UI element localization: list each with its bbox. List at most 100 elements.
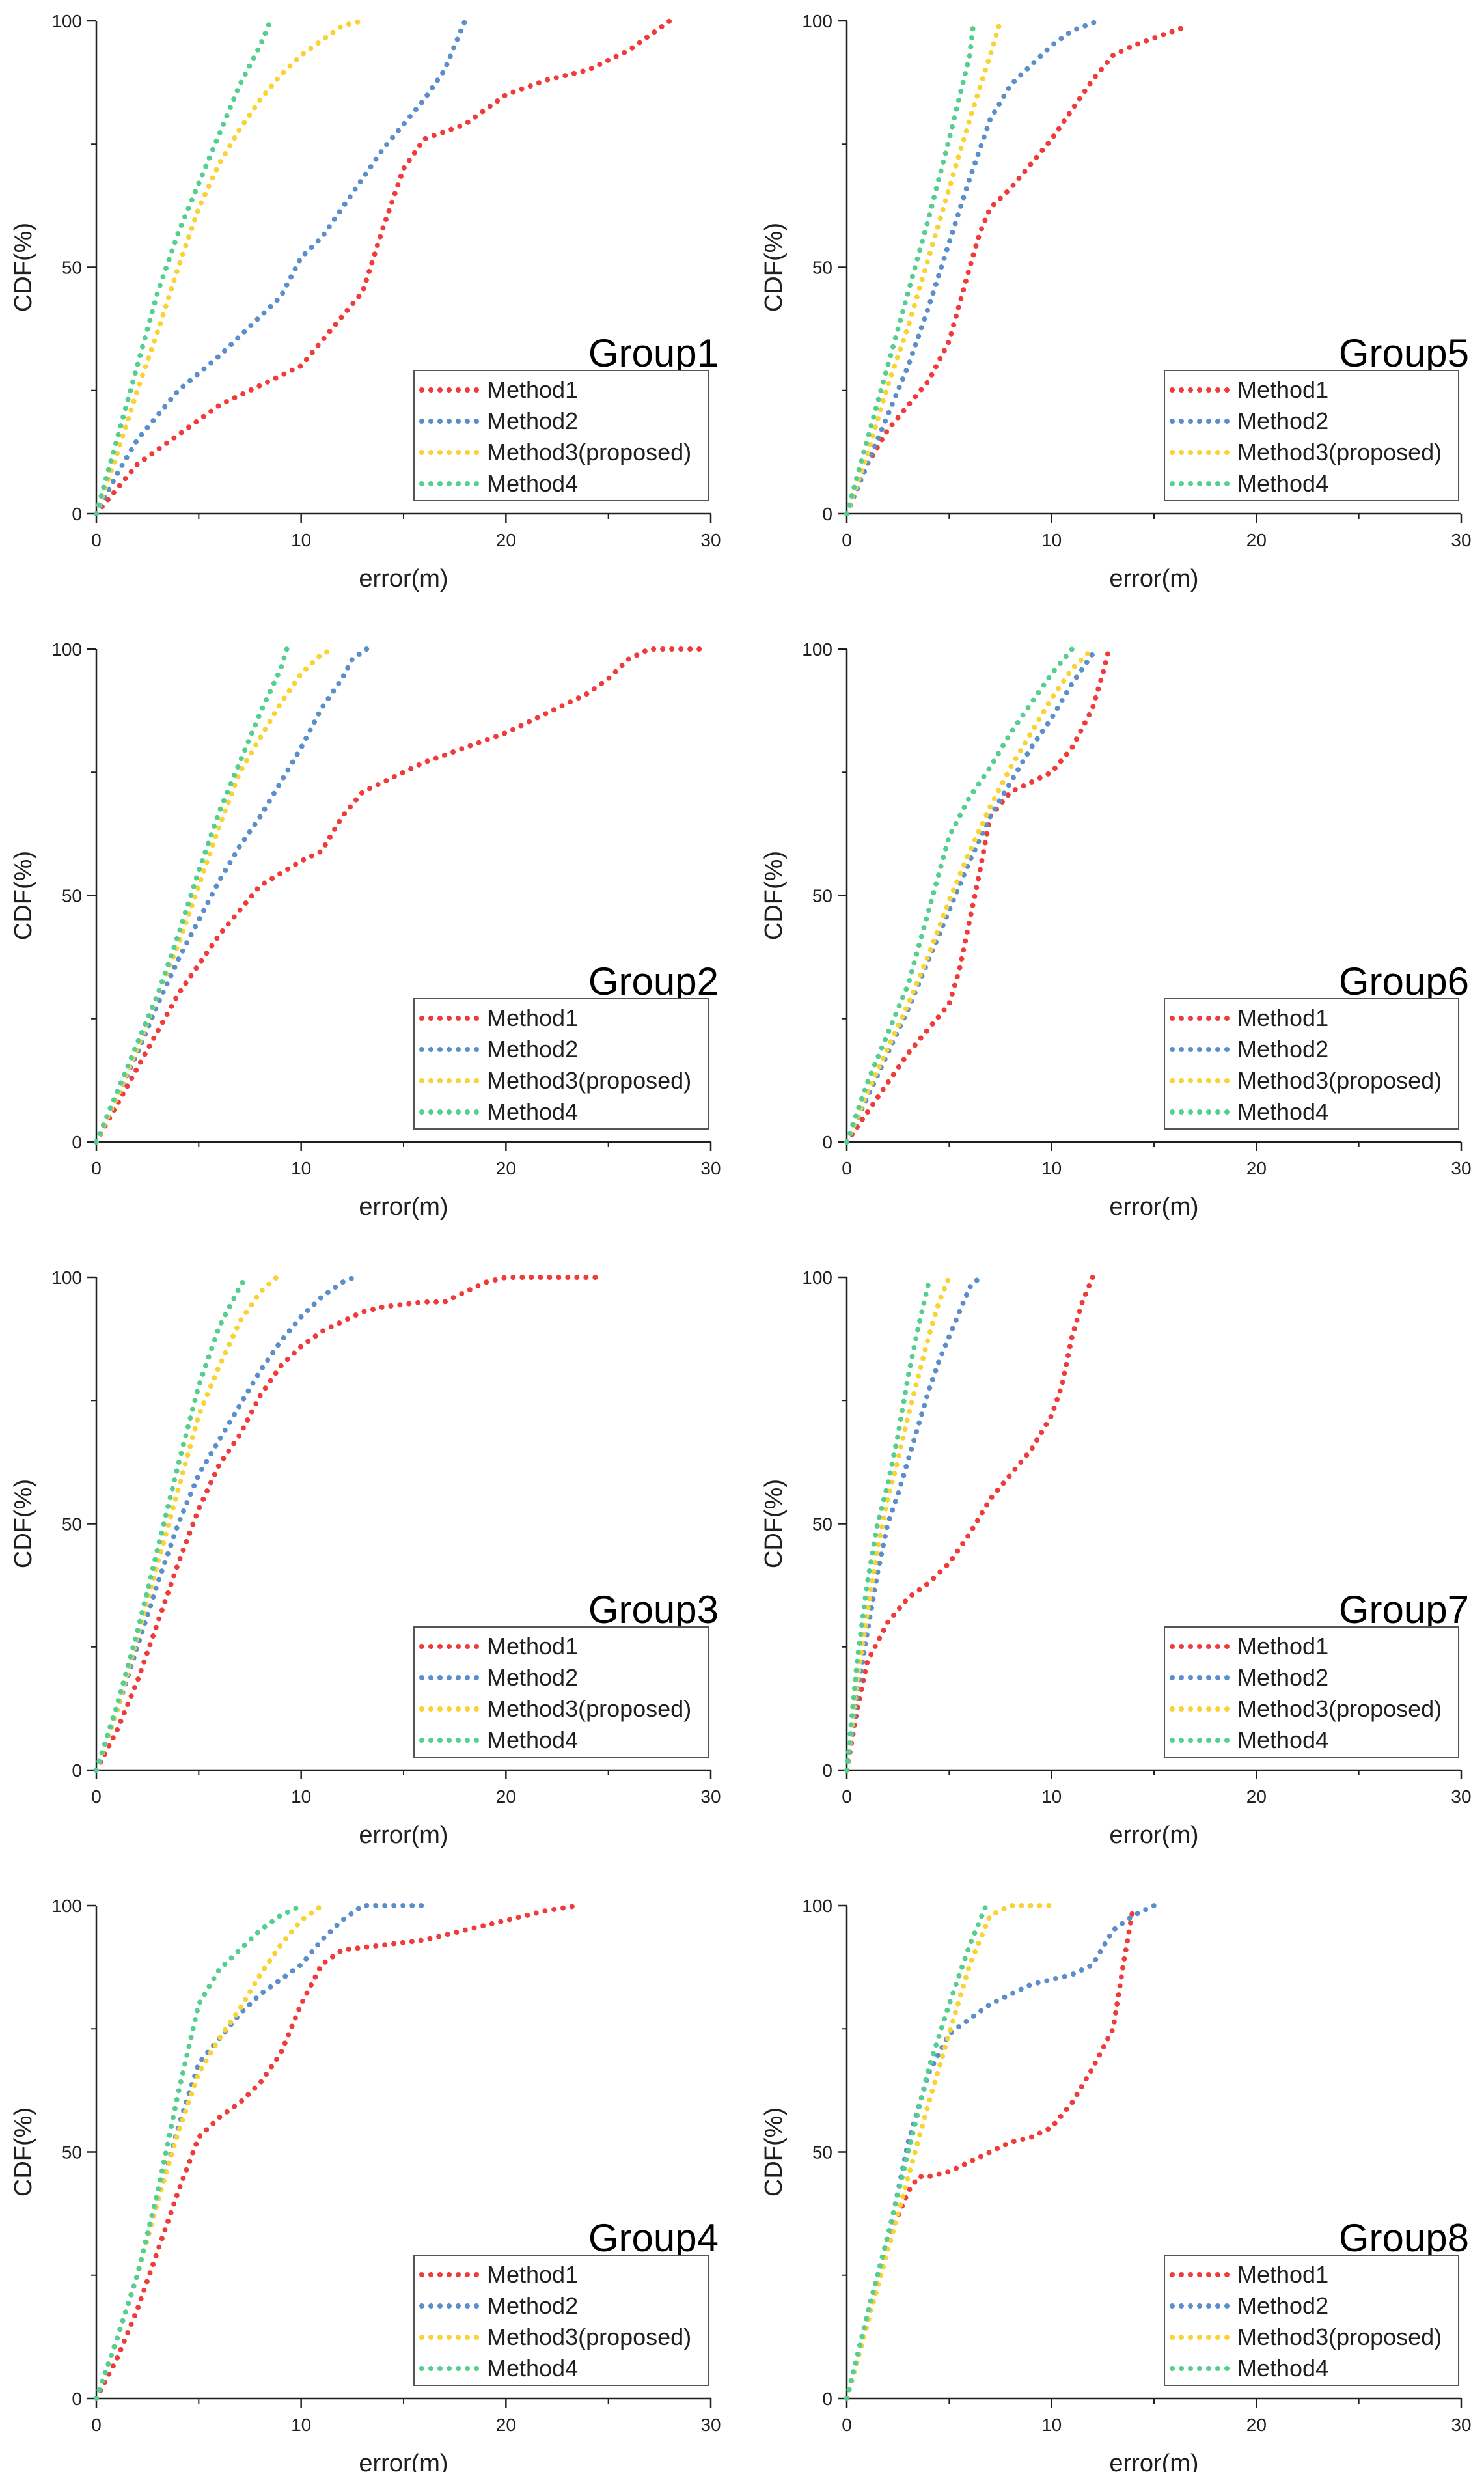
- series-method4-line: [844, 1279, 931, 1773]
- series-method3-proposed--line: [844, 646, 1095, 1145]
- group-title: Group1: [588, 331, 719, 375]
- series-method2-line: [844, 1275, 983, 1773]
- x-tick-label: 10: [1041, 1158, 1062, 1178]
- x-axis-title: error(m): [1109, 1193, 1198, 1221]
- series-method3-proposed--line: [94, 18, 366, 516]
- y-tick-label: 100: [51, 11, 82, 31]
- x-tick-label: 0: [91, 530, 102, 550]
- legend-label: Method4: [1237, 1098, 1328, 1125]
- legend-label: Method1: [487, 1005, 578, 1031]
- y-tick-label: 0: [72, 1760, 82, 1781]
- y-tick-label: 100: [802, 1268, 832, 1288]
- group-title: Group5: [1339, 331, 1469, 375]
- x-axis-title: error(m): [1109, 2450, 1198, 2472]
- group-title: Group3: [588, 1588, 719, 1632]
- legend-label: Method1: [1237, 376, 1328, 403]
- y-axis-title: CDF(%): [760, 1479, 788, 1568]
- series-method2-line: [844, 18, 1101, 516]
- series-method4-line: [844, 646, 1075, 1145]
- legend-box: [413, 370, 709, 501]
- group-title: Group6: [1339, 960, 1469, 1003]
- legend: Method1 Method2 Method3(proposed) Method4: [1164, 2255, 1459, 2386]
- series-method1-line: [844, 646, 1112, 1145]
- y-tick-label: 100: [51, 1268, 82, 1288]
- x-tick-label: 20: [1246, 1786, 1267, 1807]
- legend-label: Method4: [1237, 1727, 1328, 1753]
- legend-label: Method4: [487, 2355, 578, 2382]
- legend-box: [413, 998, 709, 1130]
- x-tick-label: 10: [291, 1786, 311, 1807]
- x-axis-title: error(m): [359, 2450, 448, 2472]
- legend-label: Method2: [487, 2292, 578, 2319]
- legend-label: Method4: [1237, 2355, 1328, 2382]
- chart-panel-group2: 0 10 20 30050100error(m)CDF(%)Group2Method1…: [10, 639, 721, 1221]
- x-axis-title: error(m): [359, 565, 448, 592]
- y-tick-label: 100: [802, 1896, 832, 1916]
- y-tick-label: 0: [72, 1132, 82, 1152]
- x-tick-label: 20: [1246, 2415, 1267, 2435]
- x-tick-label: 20: [496, 2415, 516, 2435]
- x-tick-label: 20: [1246, 530, 1267, 550]
- legend: Method1 Method2 Method3(proposed) Method4: [413, 1626, 709, 1758]
- x-tick-label: 10: [291, 530, 311, 550]
- series-method2-line: [844, 1903, 1157, 2401]
- legend-label: Method1: [487, 376, 578, 403]
- legend-label: Method1: [1237, 2261, 1328, 2288]
- chart-panel-group6: 0 10 20 30050100error(m)CDF(%)Group6Method1…: [760, 639, 1472, 1221]
- legend-label: Method2: [487, 1036, 578, 1062]
- legend-label: Method3(proposed): [1237, 439, 1442, 465]
- series-method4-line: [844, 1903, 989, 2401]
- chart-panel-group7: 0 10 20 30050100error(m)CDF(%)Group7Method1…: [760, 1268, 1472, 1849]
- y-tick-label: 100: [802, 11, 832, 31]
- x-tick-label: 20: [496, 1786, 516, 1807]
- x-axis-title: error(m): [359, 1822, 448, 1849]
- y-axis-title: CDF(%): [760, 2107, 788, 2197]
- legend-label: Method3(proposed): [1237, 1067, 1442, 1094]
- legend-label: Method2: [487, 1664, 578, 1691]
- series-method2-line: [94, 1903, 427, 2401]
- y-tick-label: 50: [812, 2143, 832, 2163]
- legend-box: [1164, 370, 1459, 501]
- y-tick-label: 0: [822, 1132, 832, 1152]
- legend: Method1 Method2 Method3(proposed) Method4: [1164, 370, 1459, 501]
- legend-label: Method3(proposed): [487, 439, 691, 465]
- group-title: Group8: [1339, 2216, 1469, 2260]
- legend: Method1 Method2 Method3(proposed) Method4: [1164, 998, 1459, 1130]
- x-tick-label: 0: [842, 530, 852, 550]
- series-method2-line: [844, 651, 1095, 1145]
- x-tick-label: 0: [91, 1158, 102, 1178]
- y-tick-label: 0: [822, 2389, 832, 2409]
- y-tick-label: 0: [72, 504, 82, 524]
- x-axis-title: error(m): [1109, 1822, 1198, 1849]
- y-tick-label: 0: [72, 2389, 82, 2409]
- series-method2-line: [94, 1275, 357, 1773]
- y-tick-label: 50: [812, 258, 832, 278]
- x-tick-label: 30: [700, 2415, 721, 2435]
- legend-label: Method4: [1237, 470, 1328, 497]
- legend-label: Method1: [1237, 1005, 1328, 1031]
- legend-box: [1164, 1626, 1459, 1758]
- legend: Method1 Method2 Method3(proposed) Method4: [413, 2255, 709, 2386]
- y-axis-title: CDF(%): [760, 851, 788, 940]
- y-tick-label: 50: [62, 886, 82, 906]
- y-tick-label: 0: [822, 1760, 832, 1781]
- series-method4-line: [94, 646, 290, 1145]
- x-tick-label: 10: [291, 1158, 311, 1178]
- x-tick-label: 10: [1041, 1786, 1062, 1807]
- x-tick-label: 30: [1451, 1786, 1471, 1807]
- legend-label: Method3(proposed): [1237, 2324, 1442, 2350]
- legend-label: Method1: [1237, 1633, 1328, 1660]
- y-axis-title: CDF(%): [10, 2107, 37, 2197]
- y-axis-title: CDF(%): [10, 851, 37, 940]
- legend-label: Method4: [487, 1727, 578, 1753]
- series-method1-line: [94, 646, 704, 1145]
- series-method1-line: [844, 23, 1192, 516]
- legend-label: Method2: [1237, 2292, 1328, 2319]
- group-title: Group2: [588, 960, 719, 1003]
- x-tick-label: 10: [291, 2415, 311, 2435]
- chart-panel-group5: 0 10 20 30050100error(m)CDF(%)Group5Method1…: [760, 11, 1472, 592]
- series-method3-proposed--line: [94, 646, 337, 1145]
- x-tick-label: 20: [1246, 1158, 1267, 1178]
- x-tick-label: 0: [91, 1786, 102, 1807]
- x-tick-label: 20: [496, 530, 516, 550]
